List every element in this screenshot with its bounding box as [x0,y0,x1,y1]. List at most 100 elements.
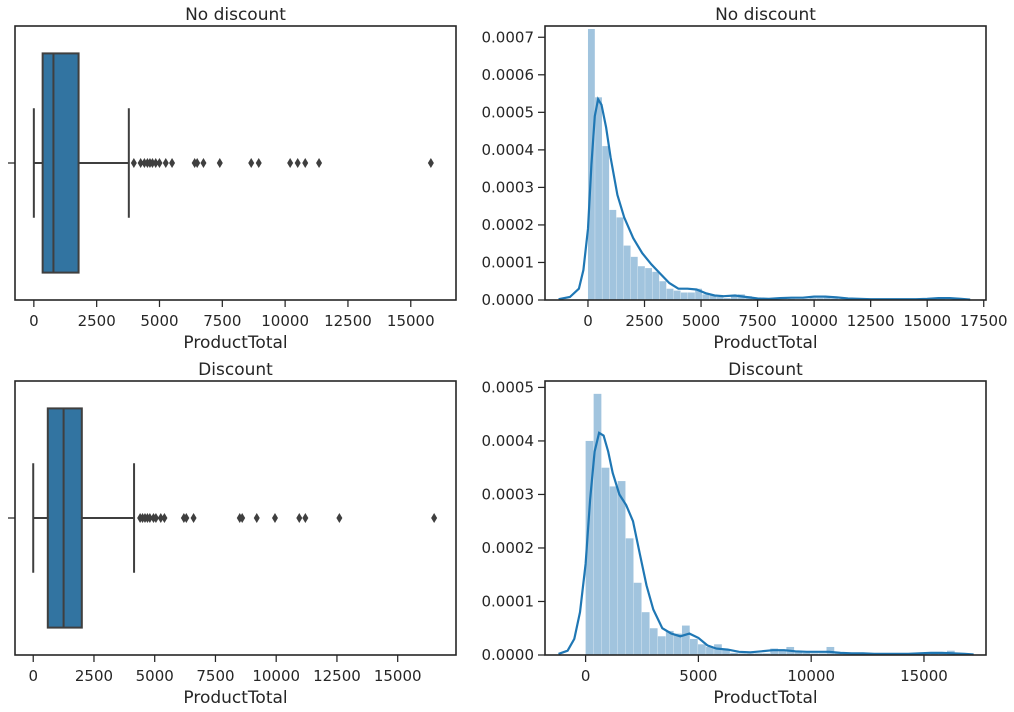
outlier-point [162,158,169,168]
histogram-bar [823,297,831,300]
histogram-bar [802,652,811,655]
x-tick-label: 2500 [75,667,113,685]
panel-box-discount: Discount ProductTotal 0 2500 5000 7500 10000… [8,360,457,708]
panel-box-no-discount: No discount ProductTotal 0 2500 5000 7500 10… [8,5,457,353]
histogram-bar [673,633,682,655]
histogram-bar [666,288,674,300]
x-tick-label: 0 [581,667,591,685]
histogram-bar [709,295,717,300]
outlier-point [149,158,156,168]
box [41,52,80,274]
x-axis-label: ProductTotal [183,333,287,353]
x-tick-label: 15000 [387,312,435,330]
histogram-bar [722,649,730,655]
plot-frame [544,25,987,301]
histogram-bar [616,217,624,300]
histogram-bar [657,636,666,655]
y-tick-label: 0.0005 [482,378,535,396]
outlier-point [248,158,255,168]
histogram-bar [623,245,631,300]
y-tick-label: 0.0003 [482,178,535,196]
histogram-bar [681,625,690,655]
outlier-point [157,513,164,523]
x-tick-label: 7500 [203,312,241,330]
x-tick-label: 5000 [136,667,174,685]
outlier-point [183,513,190,523]
y-tick-label: 0.0002 [482,539,535,557]
x-tick-label: 12500 [313,667,361,685]
outlier-point [161,513,168,523]
outlier-point [137,158,144,168]
x-tick-label: 5000 [140,312,178,330]
histogram-bar [706,646,714,655]
histogram-bar [688,292,695,300]
chart-title: Discount [728,360,803,380]
histogram-bar [585,440,594,655]
histogram-bar [601,467,610,655]
x-axis-label: ProductTotal [183,688,287,708]
histogram-bar [794,650,803,655]
panel-hist-discount: Discount ProductTotal 0.0000 0.0001 0.0002… [482,360,987,708]
outlier-point [239,513,246,523]
histogram-bar [633,582,642,655]
outlier-point [169,158,176,168]
histogram-bar [738,653,746,655]
histogram-bar [730,295,738,300]
x-tick-label: 10000 [261,312,309,330]
histogram-bar [630,256,638,300]
outlier-point [294,158,301,168]
histogram-bar [665,630,674,655]
histogram-bar [778,649,787,655]
outlier-point [287,158,294,168]
outlier-point [431,513,438,523]
x-tick-label: 5000 [679,667,717,685]
histogram-bar [689,638,698,655]
outlier-point [296,513,303,523]
kde-line [558,431,974,656]
plot-frame [14,380,457,656]
y-tick-label: 0.0000 [482,291,535,309]
x-tick-label: 7500 [738,312,776,330]
histogram-bar [770,648,779,655]
plot-frame [544,380,987,656]
x-tick-label: 2500 [625,312,663,330]
x-tick-label: 0 [29,312,39,330]
x-tick-label: 12500 [847,312,895,330]
outlier-point [302,513,309,523]
histogram-bar [625,538,634,655]
histogram-bar [649,628,658,655]
x-tick-label: 17500 [960,312,1008,330]
histogram-bar [637,266,645,300]
x-tick-label: 0 [28,667,38,685]
outlier-point [271,513,278,523]
histogram-bar [659,281,667,300]
outlier-point [152,513,159,523]
outlier-point [302,158,309,168]
x-tick-label: 5000 [682,312,720,330]
outlier-point [255,158,262,168]
y-tick-label: 0.0001 [482,592,535,610]
histogram-bar [754,653,762,655]
histogram-bar [698,644,706,655]
histogram-bar [762,653,771,655]
outlier-point [253,513,260,523]
histogram-bar [609,486,618,655]
histogram-bar [652,271,660,300]
x-tick-label: 0 [583,312,593,330]
histogram-bar [680,292,688,300]
y-tick-label: 0.0001 [482,253,535,271]
outlier-point [141,158,148,168]
x-tick-label: 10000 [252,667,300,685]
histogram-bar [730,652,738,655]
x-tick-label: 15000 [903,312,951,330]
y-tick-label: 0.0003 [482,485,535,503]
outlier-point [216,158,223,168]
y-tick-label: 0.0004 [482,432,535,450]
histogram-bar [641,612,650,655]
histogram-bar [816,298,824,300]
histogram-bar [723,298,731,300]
histogram-bar [695,288,703,300]
histogram-bar [746,653,754,655]
x-tick-label: 10000 [787,667,835,685]
